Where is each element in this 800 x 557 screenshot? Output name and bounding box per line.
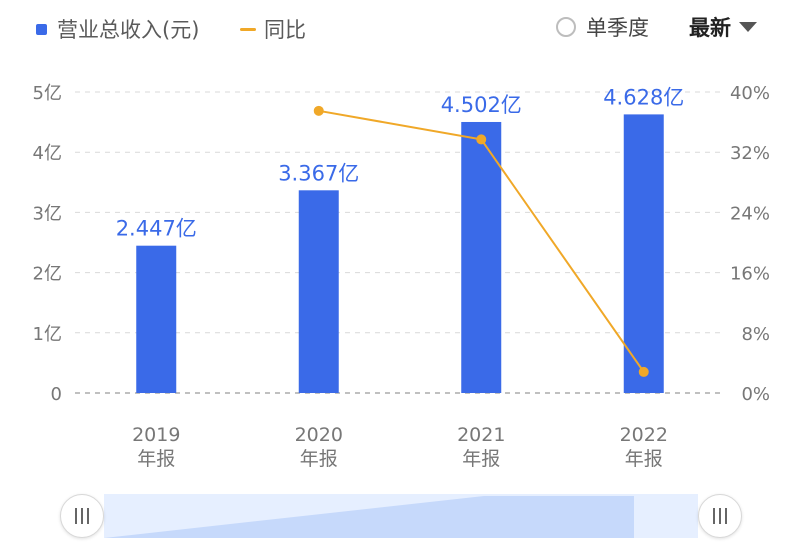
y-left-tick-label: 3亿 <box>33 203 62 224</box>
x-tick-sublabel: 年报 <box>625 448 663 470</box>
bar-value-label: 4.628亿 <box>603 85 684 109</box>
radio-circle-icon[interactable] <box>556 17 576 37</box>
y-left-tick-label: 2亿 <box>33 264 62 285</box>
revenue-chart: 0 0% 1亿 8% 2亿 16% 3亿 24% 4亿 32% 5亿 40% 2.447亿 3.367亿 4… <box>33 83 770 470</box>
x-tick-label: 2022 <box>620 424 668 446</box>
slider-right-handle[interactable] <box>698 494 742 538</box>
sort-dropdown-label: 最新 <box>689 16 731 40</box>
x-tick-label: 2019 <box>132 424 180 446</box>
legend-revenue-label: 营业总收入(元) <box>57 18 200 42</box>
x-tick-sublabel: 年报 <box>462 448 500 470</box>
y-left-tick-label: 1亿 <box>33 324 62 345</box>
y-right-tick-label: 24% <box>730 203 770 224</box>
bar-value-label: 2.447亿 <box>116 217 197 241</box>
yoy-point <box>476 134 487 145</box>
range-slider[interactable] <box>60 492 742 540</box>
yoy-point <box>638 366 649 377</box>
x-tick-sublabel: 年报 <box>137 448 175 470</box>
y-right-tick-label: 16% <box>730 264 770 285</box>
chart-header: 营业总收入(元) 同比 单季度 最新 <box>0 0 800 60</box>
bar-value-label: 3.367亿 <box>278 161 359 185</box>
x-tick-label: 2020 <box>295 424 343 446</box>
y-left-tick-label: 5亿 <box>33 83 62 104</box>
x-tick-sublabel: 年报 <box>300 448 338 470</box>
yoy-point <box>313 105 324 116</box>
y-right-tick-label: 32% <box>730 143 770 164</box>
y-right-tick-label: 0% <box>741 384 770 405</box>
y-right-tick-label: 40% <box>730 83 770 104</box>
slider-preview <box>104 496 634 538</box>
revenue-bar <box>136 245 177 393</box>
revenue-bar <box>623 114 664 393</box>
y-left-tick-label: 4亿 <box>33 143 62 164</box>
legend-revenue[interactable]: 营业总收入(元) <box>36 14 199 44</box>
bar-swatch-icon <box>36 23 47 35</box>
bar-value-label: 4.502亿 <box>441 93 522 117</box>
quarter-toggle-label: 单季度 <box>586 16 649 40</box>
legend-yoy-label: 同比 <box>264 18 306 42</box>
caret-down-icon <box>739 22 757 32</box>
grip-icon <box>713 508 727 524</box>
x-tick-label: 2021 <box>457 424 505 446</box>
sort-dropdown[interactable]: 最新 <box>689 12 757 42</box>
revenue-bar <box>461 121 502 393</box>
legend-yoy[interactable]: 同比 <box>240 14 306 44</box>
y-left-tick-label: 0 <box>51 384 62 405</box>
y-right-tick-label: 8% <box>741 324 770 345</box>
revenue-bar <box>298 190 339 393</box>
line-swatch-icon <box>240 27 256 31</box>
grip-icon <box>75 508 89 524</box>
slider-left-handle[interactable] <box>60 494 104 538</box>
quarter-toggle[interactable]: 单季度 <box>556 12 649 42</box>
